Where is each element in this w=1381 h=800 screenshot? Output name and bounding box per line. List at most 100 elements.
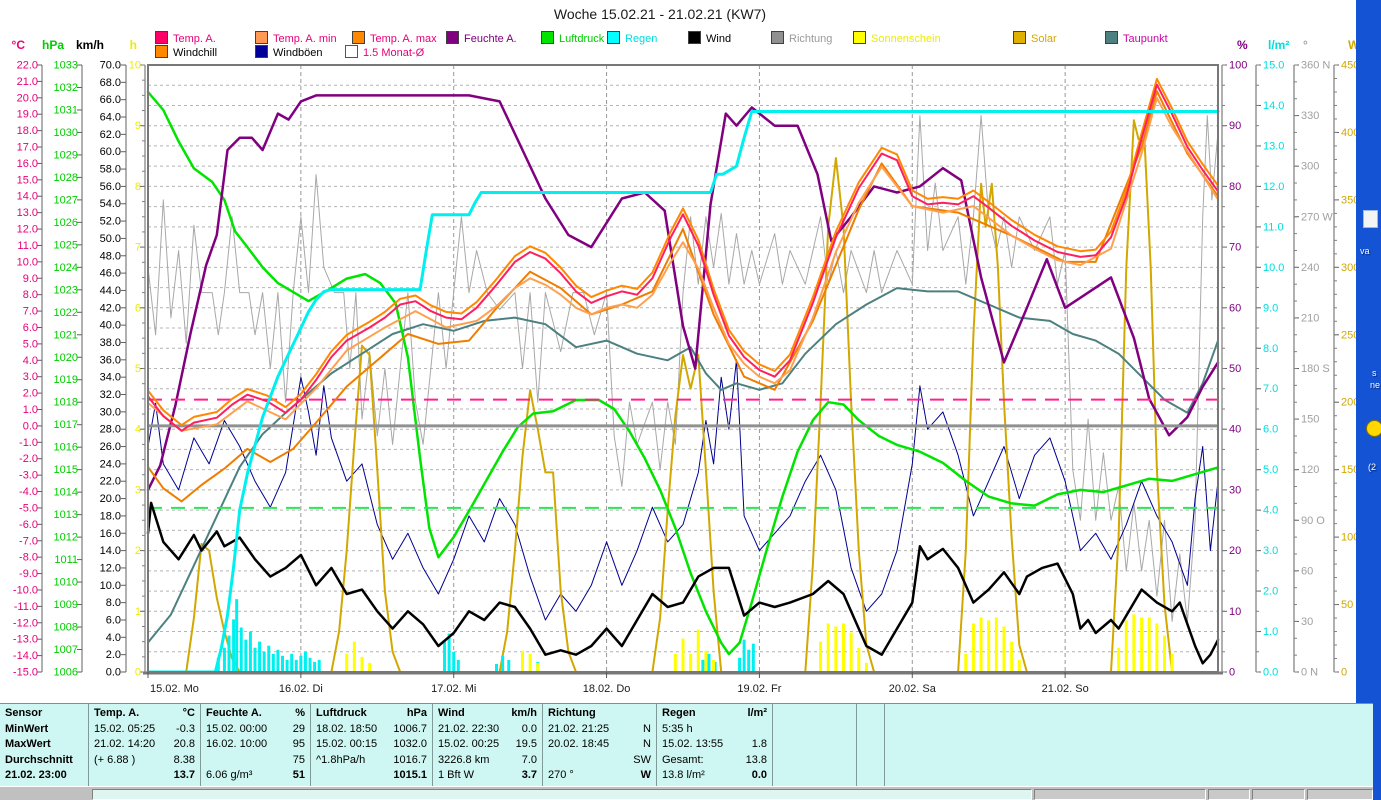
series-richtung [147,115,1219,622]
legend-item-temp-a-min[interactable]: Temp. A. min [255,31,337,45]
svg-text:36.0: 36.0 [100,354,121,366]
series-taupunkt [147,287,1219,644]
svg-text:56.0: 56.0 [100,181,121,193]
legend-item-feuchte-a[interactable]: Feuchte A. [446,31,517,45]
svg-text:11.0: 11.0 [17,240,38,252]
cell-current-label: 270 ° [548,769,574,782]
legend-item-1-5-monat[interactable]: 1.5 Monat-Ø [345,45,424,59]
svg-text:38.0: 38.0 [100,337,121,349]
cell-durchschnitt-value: 7.0 [521,753,537,766]
svg-text:1.0: 1.0 [1263,626,1278,638]
svg-text:30: 30 [1301,616,1313,628]
svg-text:8.0: 8.0 [106,597,121,609]
legend-item-sonnenschein[interactable]: Sonnenschein [853,31,941,45]
table-header-label: Richtung [548,707,596,719]
svg-text:1015: 1015 [54,464,78,476]
svg-text:19.02. Fr: 19.02. Fr [737,683,781,695]
desktop-icon-label-fragment[interactable]: (2 [1368,462,1377,472]
cell-minwert-value: 29 [292,722,305,735]
svg-text:6.0: 6.0 [1263,424,1278,436]
svg-text:20: 20 [1229,545,1241,557]
svg-text:0: 0 [1229,667,1235,679]
svg-text:0.0: 0.0 [106,667,121,679]
axis-lm2: l/m² 0.0 1.0 2.0 3.0 4.0 5.0 6.0 7.0 8.0 9.0 10.0 11… [1255,38,1289,679]
legend-item-temp-a-max[interactable]: Temp. A. max [352,31,437,45]
svg-text:22.0: 22.0 [17,60,38,72]
table-column-richtung: Richtung 21.02. 21:25 N 20.02. 18:45 N SW 270 … [542,704,656,787]
legend-item-temp-a[interactable]: Temp. A. [155,31,216,45]
svg-text:10.0: 10.0 [17,256,38,268]
svg-text:44.0: 44.0 [100,285,121,297]
svg-text:°: ° [1303,38,1308,52]
legend-label: Richtung [789,33,833,45]
svg-text:°C: °C [12,38,26,52]
svg-text:-6.0: -6.0 [19,519,38,531]
legend-item-wind[interactable]: Wind [688,31,731,45]
chart-title: Woche 15.02.21 - 21.02.21 (KW7) [553,6,767,22]
chart-canvas: °C -15.0 -14.0 -13.0 -12.0 -11.0 -10.0 -9.0 -8.0… [12,38,1356,695]
legend-label: Windböen [273,47,323,59]
legend-item-windchill[interactable]: Windchill [155,45,217,59]
svg-text:120: 120 [1301,464,1319,476]
svg-text:300: 300 [1301,161,1319,173]
weather-app-window: Woche 15.02.21 - 21.02.21 (KW7) Temp. A.… [0,0,1356,703]
svg-text:-9.0: -9.0 [19,568,38,580]
svg-text:W/m²: W/m² [1348,38,1356,52]
svg-text:-13.0: -13.0 [13,634,38,646]
legend-item-windb-en[interactable]: Windböen [255,45,323,59]
legend-swatch-richtung [771,31,784,44]
legend-label: Luftdruck [559,33,605,45]
svg-text:50: 50 [1341,599,1353,611]
svg-text:2.0: 2.0 [106,649,121,661]
desktop-icon-label-fragment[interactable]: va [1360,246,1370,256]
svg-text:66.0: 66.0 [100,94,121,106]
svg-text:1029: 1029 [54,149,78,161]
series-windb-en [147,359,1219,621]
svg-text:28.0: 28.0 [100,424,121,436]
table-column-wind: Wind km/h 21.02. 22:30 0.0 15.02. 00:25 19.5 3… [432,704,542,787]
table-header-label: Feuchte A. [206,707,262,719]
svg-text:20.02. Sa: 20.02. Sa [889,683,937,695]
desktop-icon-label-fragment[interactable]: ne [1370,380,1381,390]
cell-maxwert-label: 16.02. 10:00 [206,738,268,751]
svg-text:1025: 1025 [54,239,78,251]
svg-text:9.0: 9.0 [23,273,38,285]
svg-text:70.0: 70.0 [100,60,121,72]
legend-swatch-wind [688,31,701,44]
svg-text:150: 150 [1341,464,1356,476]
svg-text:4.0: 4.0 [23,355,38,367]
legend-item-taupunkt[interactable]: Taupunkt [1105,31,1168,45]
legend-item-richtung[interactable]: Richtung [771,31,833,45]
table-row-label: MinWert [5,722,49,735]
svg-text:17.0: 17.0 [17,142,38,154]
legend-swatch-solar [1013,31,1026,44]
svg-text:7: 7 [135,242,141,254]
yellow-ball-icon[interactable] [1366,420,1381,437]
svg-text:0.0: 0.0 [23,420,38,432]
legend-item-solar[interactable]: Solar [1013,31,1057,45]
status-bar-segment-2 [1208,789,1250,800]
cell-minwert-label: 21.02. 21:25 [548,722,610,735]
cell-maxwert-value: 19.5 [515,738,537,751]
legend-item-regen[interactable]: Regen [607,31,658,45]
svg-text:19.0: 19.0 [17,109,38,121]
svg-text:400: 400 [1341,127,1356,139]
document-icon[interactable] [1363,210,1378,228]
legend-item-luftdruck[interactable]: Luftdruck [541,31,605,45]
table-column-empty-2 [884,704,1340,787]
svg-text:40: 40 [1229,424,1241,436]
svg-text:200: 200 [1341,397,1356,409]
legend-label: Regen [625,33,658,45]
cell-current-value: 13.7 [173,769,195,782]
cell-current-label: 6.06 g/m³ [206,769,253,782]
desktop-icon-label-fragment[interactable]: s [1372,368,1377,378]
legend-swatch-sonnenschein [853,31,866,44]
axis-kmh: km/h 0.0 2.0 4.0 6.0 8.0 10.0 12.0 14.0 16.0 18.0 2… [76,38,127,679]
axis-deg: ° 0 N 30 60 90 O 120 150 180 S 210 240 270 W 300 330… [1293,38,1333,679]
cell-durchschnitt-value: 8.38 [173,753,195,766]
svg-text:350: 350 [1341,194,1356,206]
table-header-label: Luftdruck [316,707,367,719]
svg-text:1011: 1011 [54,554,78,566]
svg-text:hPa: hPa [42,38,64,52]
svg-text:2.0: 2.0 [23,388,38,400]
